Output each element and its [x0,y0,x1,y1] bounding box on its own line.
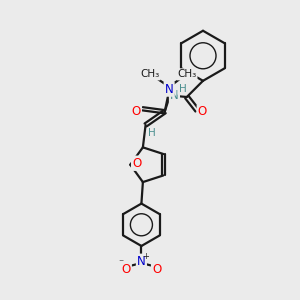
Text: +: + [142,252,149,261]
Text: N: N [137,255,146,268]
Text: O: O [152,263,161,276]
Text: N: N [170,89,179,102]
Text: O: O [131,105,141,118]
Text: CH₃: CH₃ [177,69,196,79]
Text: N: N [165,82,173,95]
Text: CH₃: CH₃ [140,69,160,79]
Text: O: O [122,263,131,276]
Text: O: O [132,157,141,170]
Text: O: O [198,105,207,118]
Text: ⁻: ⁻ [118,258,123,268]
Text: H: H [178,84,186,94]
Text: H: H [148,128,156,138]
